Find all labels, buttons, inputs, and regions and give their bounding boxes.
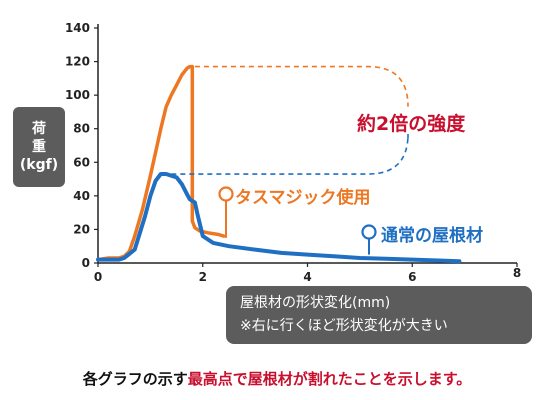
x-tick-label: 2 (199, 270, 207, 284)
caption-highlight: 最高点で屋根材が割れたことを示します。 (187, 370, 472, 388)
y-tick-label: 140 (65, 21, 90, 35)
y-axis-label: 荷 重 (kgf) (13, 107, 65, 187)
x-axis-note: ※右に行くほど形状変化が大きい (240, 318, 448, 334)
legend-tasmagic-marker (218, 186, 234, 202)
y-axis-label-line-1: 荷 (32, 121, 46, 137)
caption: 各グラフの示す最高点で屋根材が割れたことを示します。 (0, 368, 554, 389)
peak-guide-normal (171, 134, 409, 175)
y-axis-label-line-2: 重 (32, 139, 46, 155)
strength-annotation-text: 約2倍の強度 (357, 113, 466, 135)
series-line-normal (96, 172, 462, 264)
x-tick-label: 4 (303, 270, 311, 284)
legend-text-tasmagic: タスマジック使用 (235, 188, 371, 208)
y-tick-label: 60 (73, 155, 90, 169)
x-tick-label: 6 (408, 270, 416, 284)
legend-label-tasmagic: タスマジック使用 (235, 183, 371, 208)
y-tick-label: 80 (73, 122, 90, 136)
y-tick-label: 120 (65, 55, 90, 69)
x-axis-label-box: 屋根材の形状変化(mm) ※右に行くほど形状変化が大きい (226, 286, 532, 344)
y-tick-label: 100 (65, 88, 90, 102)
x-tick-label: 0 (94, 270, 102, 284)
strength-annotation: 約2倍の強度 (357, 109, 465, 136)
peak-guide-tasmagic (194, 65, 409, 107)
y-tick-label: 0 (82, 256, 90, 270)
y-tick-label: 20 (73, 222, 90, 236)
series-line-tasmagic (96, 64, 226, 262)
legend-text-normal: 通常の屋根材 (381, 226, 483, 246)
legend-label-normal: 通常の屋根材 (381, 221, 483, 246)
y-axis-label-unit: (kgf) (19, 157, 59, 173)
legend-normal-marker (361, 224, 377, 240)
y-tick-label: 40 (73, 189, 90, 203)
x-tick-label: 8 (513, 266, 521, 280)
x-axis-label: 屋根材の形状変化(mm) (240, 295, 391, 311)
caption-plain: 各グラフの示す (82, 370, 188, 388)
